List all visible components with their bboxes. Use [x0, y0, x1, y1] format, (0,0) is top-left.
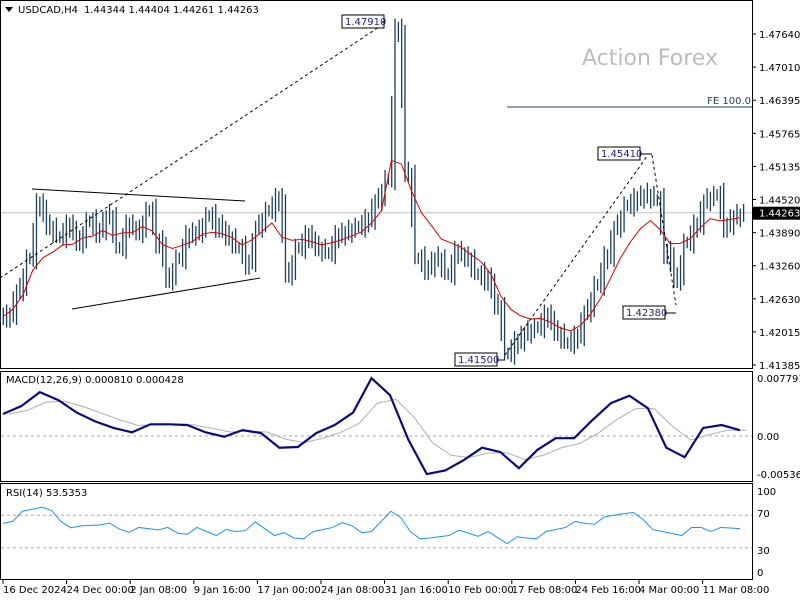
- macd-title: MACD(12,26,9) 0.000810 0.000428: [6, 375, 184, 386]
- price-tick-label: 1.44520: [759, 196, 800, 207]
- price-label: 1.41500: [458, 355, 499, 366]
- time-tick-label: 24 Dec 00:00: [67, 585, 134, 596]
- time-tick-label: 24 Feb 16:00: [575, 585, 641, 596]
- symbol-header: USDCAD,H4 1.44344 1.44404 1.44261 1.44263: [18, 5, 259, 16]
- current-price-badge: [753, 206, 800, 220]
- rsi-tick-label: 0: [757, 568, 763, 579]
- macd-tick-label: 0.007791: [757, 374, 800, 385]
- price-tick-label: 1.43890: [759, 229, 800, 240]
- time-tick-label: 17 Feb 08:00: [512, 585, 578, 596]
- fe-label: FE 100.0: [707, 96, 751, 107]
- price-tick-label: 1.47010: [759, 63, 800, 74]
- time-tick-label: 31 Jan 16:00: [385, 585, 448, 596]
- price-tick-label: 1.45765: [759, 129, 800, 140]
- price-tick-label: 1.41385: [759, 361, 800, 372]
- price-tick-label: 1.45135: [759, 162, 800, 173]
- time-tick-label: 16 Dec 2024: [3, 585, 67, 596]
- rsi-line: [2, 506, 741, 545]
- time-tick-label: 24 Jan 08:00: [321, 585, 384, 596]
- price-tick-label: 1.43260: [759, 262, 800, 273]
- rsi-panel: [0, 483, 753, 580]
- price-tick-label: 1.42630: [759, 295, 800, 306]
- triangle-lower-trendline: [71, 277, 261, 310]
- fibo-dashed-line: [651, 154, 677, 306]
- rsi-tick-label: 100: [757, 487, 776, 498]
- price-label: 1.42380: [626, 308, 667, 319]
- fibo-dashed-line: [504, 154, 649, 356]
- price-panel: [0, 0, 753, 369]
- price-tick-label: 1.47640: [759, 30, 800, 41]
- price-label: 1.47910: [345, 17, 386, 28]
- price-tick-label: 1.46395: [759, 96, 800, 107]
- watermark: Action Forex: [582, 46, 718, 71]
- price-tick-label: 1.42015: [759, 328, 800, 339]
- macd-tick-label: 0.00: [757, 432, 779, 443]
- macd-tick-label: -0.005367: [757, 470, 800, 481]
- rsi-tick-label: 30: [757, 546, 770, 557]
- macd-signal-line: [8, 398, 747, 461]
- moving-average-line: [2, 159, 741, 332]
- time-tick-label: 2 Jan 08:00: [130, 585, 187, 596]
- time-tick-label: 9 Jan 16:00: [194, 585, 251, 596]
- fibo-dashed-line: [0, 24, 383, 279]
- macd-main-line: [2, 376, 741, 476]
- macd-panel: [0, 371, 753, 482]
- rsi-title: RSI(14) 53.5353: [6, 488, 87, 499]
- time-tick-label: 11 Mar 08:00: [703, 585, 770, 596]
- time-tick-label: 10 Feb 00:00: [448, 585, 514, 596]
- dropdown-triangle-icon[interactable]: [5, 7, 13, 12]
- triangle-upper-trendline: [31, 188, 246, 202]
- current-price-label: 1.44263: [759, 209, 800, 220]
- rsi-tick-label: 70: [757, 509, 770, 520]
- time-tick-label: 17 Jan 00:00: [257, 585, 320, 596]
- price-label: 1.45410: [601, 149, 642, 160]
- time-tick-label: 4 Mar 00:00: [639, 585, 699, 596]
